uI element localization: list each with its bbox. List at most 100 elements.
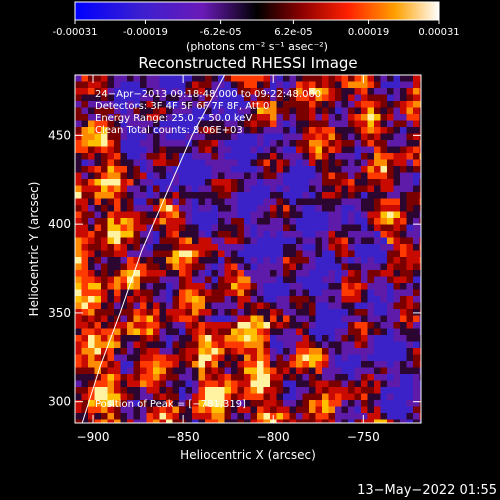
heatmap-cell xyxy=(361,380,369,388)
heatmap-cell xyxy=(419,393,421,401)
heatmap-cell xyxy=(185,276,193,284)
heatmap-cell xyxy=(400,380,408,388)
heatmap-cell xyxy=(205,328,213,336)
heatmap-cell xyxy=(218,419,226,423)
heatmap-cell xyxy=(205,107,213,115)
heatmap-cell xyxy=(270,153,278,161)
heatmap-cell xyxy=(406,374,414,382)
heatmap-cell xyxy=(263,237,271,245)
heatmap-cell xyxy=(361,140,369,148)
heatmap-cell xyxy=(354,198,362,206)
y-tick-label: 400 xyxy=(48,217,71,231)
heatmap-cell xyxy=(257,322,265,330)
heatmap-cell xyxy=(81,276,89,284)
heatmap-cell xyxy=(400,205,408,213)
heatmap-cell xyxy=(341,367,349,375)
heatmap-cell xyxy=(361,81,369,89)
heatmap-cell xyxy=(341,289,349,297)
heatmap-cell xyxy=(400,276,408,284)
heatmap-cell xyxy=(419,75,421,83)
heatmap-cell xyxy=(120,179,128,187)
heatmap-cell xyxy=(283,153,291,161)
heatmap-cell xyxy=(309,94,317,102)
heatmap-cell xyxy=(289,257,297,265)
heatmap-cell xyxy=(393,218,401,226)
heatmap-cell xyxy=(224,192,232,200)
heatmap-cell xyxy=(127,283,135,291)
heatmap-cell xyxy=(367,309,375,317)
heatmap-cell xyxy=(224,348,232,356)
heatmap-cell xyxy=(218,101,226,109)
heatmap-cell xyxy=(153,133,161,141)
heatmap-cell xyxy=(348,348,356,356)
heatmap-cell xyxy=(94,289,102,297)
heatmap-cell xyxy=(263,231,271,239)
heatmap-cell xyxy=(341,114,349,122)
heatmap-cell xyxy=(198,309,206,317)
heatmap-cell xyxy=(270,374,278,382)
heatmap-cell xyxy=(133,153,141,161)
heatmap-cell xyxy=(224,413,232,421)
heatmap-cell xyxy=(289,406,297,414)
heatmap-cell xyxy=(374,127,382,135)
heatmap-cell xyxy=(166,348,174,356)
heatmap-cell xyxy=(244,88,252,96)
heatmap-cell xyxy=(328,153,336,161)
heatmap-cell xyxy=(302,127,310,135)
heatmap-cell xyxy=(380,237,388,245)
heatmap-cell xyxy=(133,192,141,200)
heatmap-cell xyxy=(153,406,161,414)
heatmap-cell xyxy=(367,218,375,226)
heatmap-cell xyxy=(237,283,245,291)
heatmap-cell xyxy=(211,406,219,414)
heatmap-cell xyxy=(224,153,232,161)
heatmap-cell xyxy=(335,166,343,174)
heatmap-cell xyxy=(309,192,317,200)
heatmap-cell xyxy=(192,218,200,226)
heatmap-cell xyxy=(393,335,401,343)
heatmap-cell xyxy=(302,400,310,408)
heatmap-cell xyxy=(114,192,122,200)
heatmap-cell xyxy=(192,224,200,232)
heatmap-cell xyxy=(263,341,271,349)
heatmap-cell xyxy=(94,198,102,206)
heatmap-cell xyxy=(348,406,356,414)
heatmap-cell xyxy=(361,400,369,408)
heatmap-cell xyxy=(140,302,148,310)
heatmap-cell xyxy=(335,172,343,180)
heatmap-cell xyxy=(224,322,232,330)
heatmap-cell xyxy=(283,387,291,395)
heatmap-cell xyxy=(335,140,343,148)
heatmap-cell xyxy=(211,257,219,265)
heatmap-cell xyxy=(218,153,226,161)
heatmap-cell xyxy=(361,348,369,356)
heatmap-cell xyxy=(211,81,219,89)
heatmap-cell xyxy=(237,101,245,109)
heatmap-cell xyxy=(166,296,174,304)
heatmap-cell xyxy=(107,88,115,96)
heatmap-cell xyxy=(322,120,330,128)
heatmap-cell xyxy=(166,140,174,148)
heatmap-cell xyxy=(406,159,414,167)
heatmap-cell xyxy=(224,179,232,187)
heatmap-cell xyxy=(94,374,102,382)
heatmap-cell xyxy=(348,250,356,258)
heatmap-cell xyxy=(205,354,213,362)
heatmap-cell xyxy=(140,172,148,180)
heatmap-cell xyxy=(107,101,115,109)
heatmap-cell xyxy=(205,81,213,89)
heatmap-cell xyxy=(107,205,115,213)
heatmap-cell xyxy=(348,218,356,226)
heatmap-cell xyxy=(302,120,310,128)
heatmap-cell xyxy=(218,198,226,206)
heatmap-cell xyxy=(250,107,258,115)
heatmap-cell xyxy=(328,114,336,122)
heatmap-cell xyxy=(231,88,239,96)
heatmap-cell xyxy=(296,361,304,369)
heatmap-cell xyxy=(250,387,258,395)
heatmap-cell xyxy=(120,413,128,421)
heatmap-cell xyxy=(374,120,382,128)
heatmap-cell xyxy=(107,211,115,219)
heatmap-cell xyxy=(322,211,330,219)
heatmap-cell xyxy=(309,237,317,245)
